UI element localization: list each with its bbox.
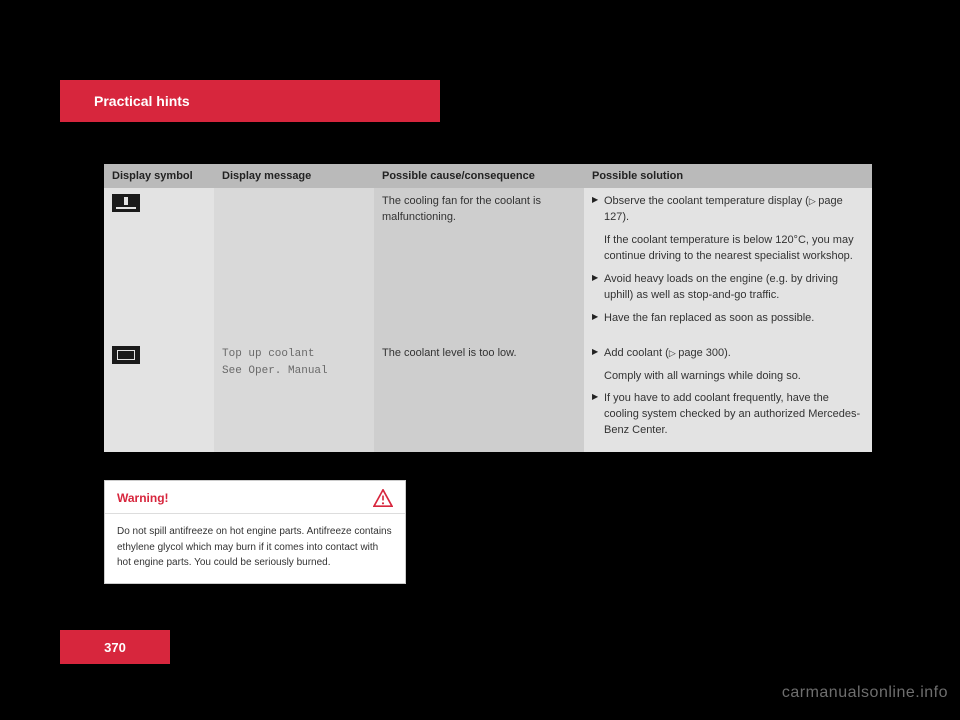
display-message-text: Top up coolant See Oper. Manual: [222, 348, 328, 377]
cell-message: Top up coolant See Oper. Manual: [214, 340, 374, 453]
cell-solution: Add coolant (page 300). Comply with all …: [584, 340, 872, 453]
solution-item: Add coolant (page 300).: [592, 346, 864, 362]
col-header-message: Display message: [214, 164, 374, 188]
warning-triangle-icon: [373, 489, 393, 507]
solution-list: Add coolant (page 300).: [592, 346, 864, 362]
solution-item: Avoid heavy loads on the engine (e.g. by…: [592, 272, 864, 304]
cell-symbol: [104, 188, 214, 340]
warning-header: Warning!: [105, 481, 405, 514]
solution-list: If you have to add coolant frequently, h…: [592, 391, 864, 439]
cell-solution: Observe the coolant temperature display …: [584, 188, 872, 340]
cell-cause: The cooling fan for the coolant is malfu…: [374, 188, 584, 340]
page-ref: page 300: [669, 347, 724, 359]
symbol-table: Display symbol Display message Possible …: [104, 164, 872, 452]
solution-item: Have the fan replaced as soon as possibl…: [592, 311, 864, 327]
warning-box: Warning! Do not spill antifreeze on hot …: [104, 480, 406, 584]
warning-body: Do not spill antifreeze on hot engine pa…: [105, 514, 405, 583]
table-row: Top up coolant See Oper. Manual The cool…: [104, 340, 872, 453]
cell-symbol: [104, 340, 214, 453]
warning-title: Warning!: [117, 491, 169, 505]
solution-item: Observe the coolant temperature display …: [592, 194, 864, 226]
col-header-symbol: Display symbol: [104, 164, 214, 188]
watermark: carmanualsonline.info: [782, 684, 948, 702]
cell-cause: The coolant level is too low.: [374, 340, 584, 453]
solution-subtext: If the coolant temperature is below 120°…: [592, 233, 864, 265]
solution-list: Observe the coolant temperature display …: [592, 194, 864, 226]
table-header-row: Display symbol Display message Possible …: [104, 164, 872, 188]
section-title: Practical hints: [94, 93, 190, 109]
cell-message: [214, 188, 374, 340]
coolant-temp-icon: [112, 194, 140, 212]
col-header-cause: Possible cause/consequence: [374, 164, 584, 188]
solution-subtext: Comply with all warnings while doing so.: [592, 369, 864, 385]
page-number: 370: [104, 640, 126, 655]
page-number-box: 370: [60, 630, 170, 664]
section-header: Practical hints: [60, 80, 440, 122]
solution-item: If you have to add coolant frequently, h…: [592, 391, 864, 439]
manual-icon: [112, 346, 140, 364]
table-row: The cooling fan for the coolant is malfu…: [104, 188, 872, 340]
solution-list: Avoid heavy loads on the engine (e.g. by…: [592, 272, 864, 327]
col-header-solution: Possible solution: [584, 164, 872, 188]
